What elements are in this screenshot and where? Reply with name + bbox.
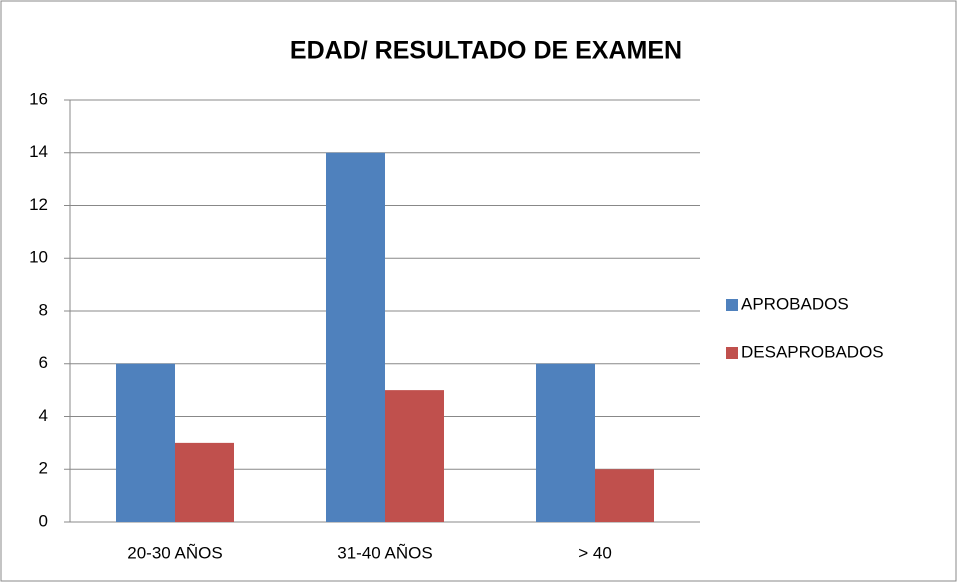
x-tick-label: 20-30 AÑOS (127, 543, 222, 562)
legend-label: APROBADOS (741, 294, 849, 313)
chart-title: EDAD/ RESULTADO DE EXAMEN (290, 37, 682, 65)
y-tick-label: 0 (39, 511, 48, 530)
y-tick-label: 2 (39, 459, 48, 478)
legend-swatch (726, 299, 738, 311)
x-tick-label: > 40 (578, 543, 612, 562)
legend-swatch (726, 347, 738, 359)
bar (595, 469, 654, 522)
y-tick-label: 8 (39, 300, 48, 319)
bar (536, 363, 595, 522)
bar (175, 442, 234, 522)
y-tick-label: 6 (39, 353, 48, 372)
bar (385, 390, 444, 522)
y-tick-label: 12 (29, 195, 48, 214)
y-tick-label: 16 (29, 89, 48, 108)
bar (326, 152, 385, 522)
legend-label: DESAPROBADOS (741, 342, 884, 361)
y-tick-label: 4 (39, 406, 48, 425)
x-tick-label: 31-40 AÑOS (337, 543, 432, 562)
y-tick-label: 10 (29, 248, 48, 267)
bar (116, 363, 175, 522)
y-tick-label: 14 (29, 142, 48, 161)
